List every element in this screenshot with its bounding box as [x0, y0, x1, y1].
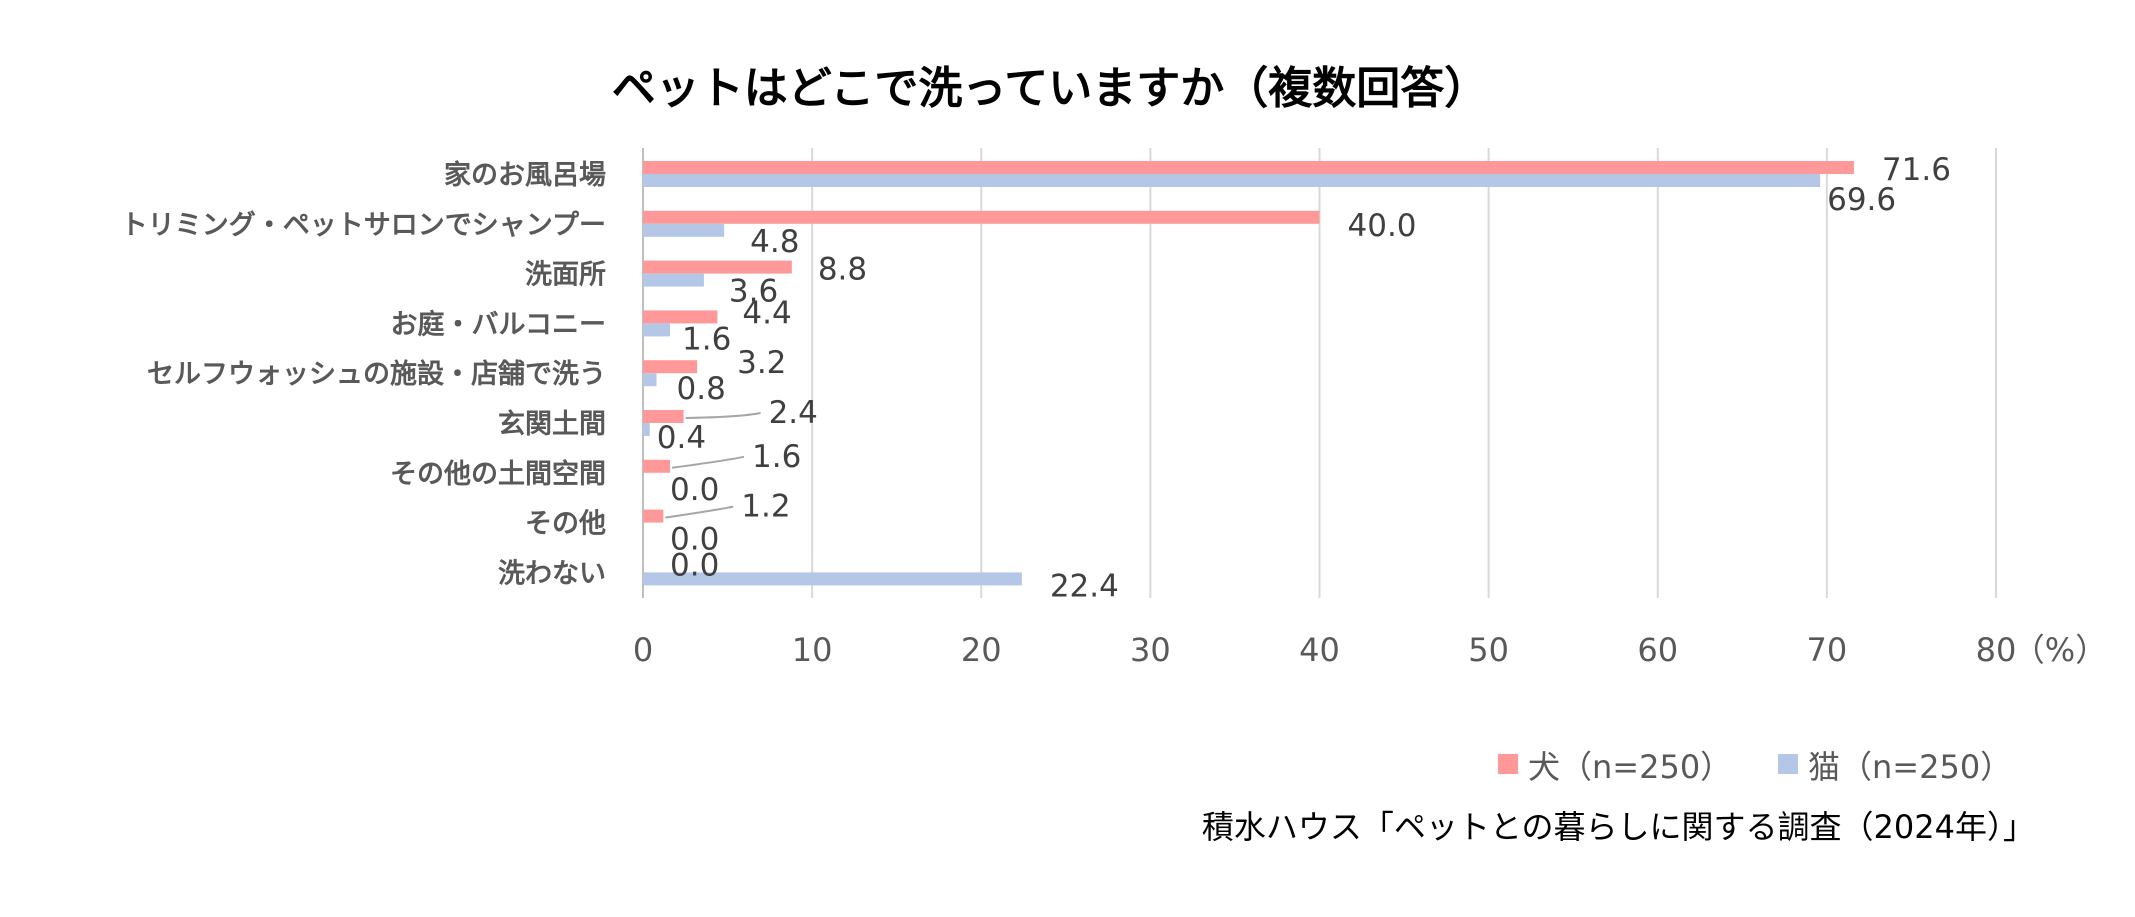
data-label-cat: 0.8	[677, 371, 726, 407]
leader-lines	[665, 412, 761, 519]
leader-line	[665, 505, 734, 519]
bar-cat	[643, 323, 671, 337]
data-label-dog: 1.6	[752, 439, 801, 475]
category-label: 家のお風呂場	[444, 159, 606, 191]
data-label-cat: 3.6	[729, 274, 778, 310]
data-label-dog: 71.6	[1882, 152, 1951, 188]
x-tick-label: 30	[1130, 631, 1171, 669]
leader-line	[671, 455, 745, 469]
legend: 犬（n=250） 猫（n=250）	[1498, 748, 2012, 786]
bar-cat	[643, 273, 704, 287]
data-label-cat: 0.0	[670, 522, 719, 558]
category-label: お庭・バルコニー	[391, 308, 606, 340]
bar-dog	[643, 459, 671, 473]
data-labels: 71.669.640.04.88.83.64.41.63.20.82.40.41…	[657, 152, 1951, 604]
x-axis-ticks: 0 10 20 30 40 50 60 70 80	[633, 631, 2017, 669]
category-label: セルフウォッシュの施設・店舗で洗う	[147, 358, 606, 390]
data-label-cat: 69.6	[1827, 182, 1896, 218]
x-tick-label: 0	[633, 631, 653, 669]
chart-title: ペットはどこで洗っていますか（複数回答）	[612, 63, 1488, 114]
category-label: その他	[525, 509, 606, 540]
category-label: トリミング・ペットサロンでシャンプー	[121, 209, 606, 241]
bar-dog	[643, 410, 684, 423]
data-label-cat: 4.8	[750, 224, 799, 260]
x-axis-unit: （%）	[2013, 631, 2107, 669]
data-label-dog: 40.0	[1348, 208, 1417, 244]
legend-swatch-cat	[1778, 754, 1798, 774]
bar-cat	[643, 572, 1022, 586]
source-note: 積水ハウス「ペットとの暮らしに関する調査（2024年）」	[1202, 808, 2035, 846]
bar-dog	[643, 260, 792, 274]
bar-dog	[643, 360, 698, 374]
x-tick-label: 10	[792, 631, 833, 669]
x-tick-label: 50	[1468, 631, 1509, 669]
legend-label-dog: 犬（n=250）	[1528, 748, 1732, 786]
category-label: 洗わない	[498, 558, 606, 589]
category-label: その他の土間空間	[390, 458, 606, 490]
data-label-cat: 22.4	[1050, 568, 1119, 604]
bar-dog	[643, 161, 1854, 174]
data-label-dog: 2.4	[769, 395, 818, 431]
leader-line	[685, 412, 761, 419]
data-label-dog: 8.8	[818, 252, 867, 288]
x-tick-label: 20	[961, 631, 1002, 669]
x-tick-label: 40	[1299, 631, 1340, 669]
bar-dog	[643, 310, 718, 324]
category-label: 玄関土間	[498, 408, 606, 440]
bar-cat	[643, 223, 725, 237]
data-label-cat: 0.0	[670, 472, 719, 508]
category-label: 洗面所	[525, 260, 606, 291]
bar-dog	[643, 509, 664, 523]
bar-cat	[643, 423, 650, 436]
data-label-cat: 0.4	[657, 420, 706, 456]
x-tick-label: 80	[1976, 631, 2017, 669]
data-label-cat: 1.6	[682, 321, 731, 357]
data-label-dog: 3.2	[737, 345, 786, 381]
data-label-dog: 0.0	[670, 547, 719, 583]
data-label-dog: 4.4	[742, 295, 791, 331]
bar-cat	[643, 373, 657, 387]
legend-swatch-dog	[1498, 754, 1518, 774]
legend-label-cat: 猫（n=250）	[1808, 748, 2012, 786]
bar-dog	[643, 210, 1320, 224]
category-labels: 家のお風呂場トリミング・ペットサロンでシャンプー洗面所お庭・バルコニーセルフウォ…	[121, 159, 606, 589]
bars	[643, 161, 1854, 586]
x-tick-label: 70	[1807, 631, 1848, 669]
bar-cat	[643, 174, 1821, 187]
data-label-dog: 1.2	[741, 489, 790, 525]
x-tick-label: 60	[1637, 631, 1678, 669]
